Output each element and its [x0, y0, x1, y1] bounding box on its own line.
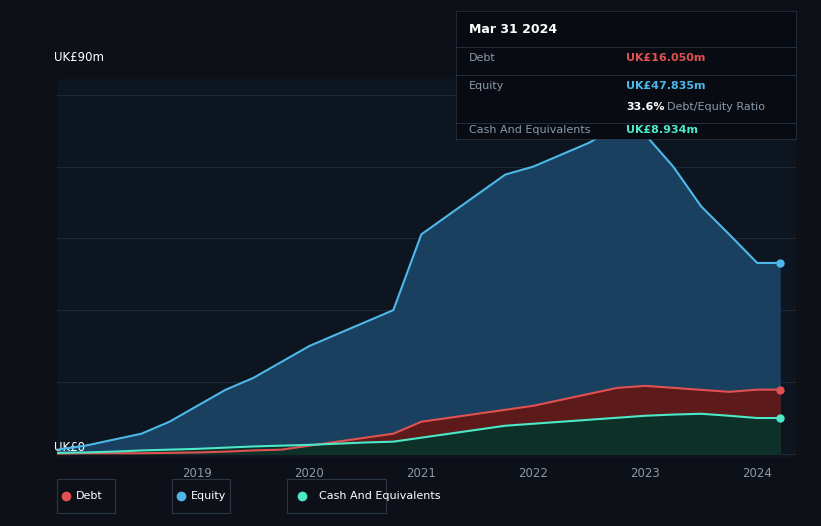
Text: UK£90m: UK£90m — [54, 50, 103, 64]
Text: Debt/Equity Ratio: Debt/Equity Ratio — [667, 102, 765, 112]
Text: UK£0: UK£0 — [54, 441, 85, 454]
Text: Equity: Equity — [470, 81, 505, 91]
Text: Debt: Debt — [470, 53, 496, 63]
Text: Equity: Equity — [190, 491, 226, 501]
Text: Debt: Debt — [76, 491, 103, 501]
Text: UK£47.835m: UK£47.835m — [626, 81, 705, 91]
Text: Cash And Equivalents: Cash And Equivalents — [470, 125, 591, 135]
Text: UK£8.934m: UK£8.934m — [626, 125, 698, 135]
Text: 33.6%: 33.6% — [626, 102, 664, 112]
Text: Mar 31 2024: Mar 31 2024 — [470, 23, 557, 36]
Text: Cash And Equivalents: Cash And Equivalents — [319, 491, 440, 501]
Text: UK£16.050m: UK£16.050m — [626, 53, 705, 63]
